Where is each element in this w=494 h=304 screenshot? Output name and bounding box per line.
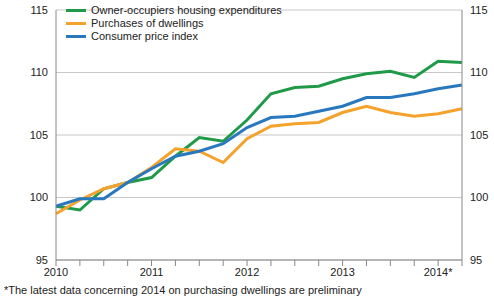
svg-text:2011: 2011 xyxy=(140,266,164,278)
svg-text:105: 105 xyxy=(470,129,486,141)
svg-text:2013: 2013 xyxy=(330,266,354,278)
svg-text:115: 115 xyxy=(30,4,48,16)
svg-text:95: 95 xyxy=(470,254,482,266)
svg-text:110: 110 xyxy=(30,66,48,78)
svg-text:100: 100 xyxy=(30,191,48,203)
html-text:*The latest data concerning 20: *The latest data concerning 2014 on purc… xyxy=(4,284,362,296)
svg-text:95: 95 xyxy=(36,254,48,266)
svg-text:2010: 2010 xyxy=(44,266,68,278)
svg-text:105: 105 xyxy=(30,129,48,141)
svg-text:2012: 2012 xyxy=(235,266,259,278)
html-text:Purchases of dwellings: Purchases of dwellings xyxy=(91,17,204,29)
svg-text:110: 110 xyxy=(470,66,486,78)
html-text:Consumer price index: Consumer price index xyxy=(91,30,198,42)
svg-text:115: 115 xyxy=(470,4,486,16)
html-text:Owner-occupiers housing expend: Owner-occupiers housing expenditures xyxy=(91,4,282,16)
svg-text:100: 100 xyxy=(470,191,486,203)
svg-text:2014*: 2014* xyxy=(424,266,453,278)
